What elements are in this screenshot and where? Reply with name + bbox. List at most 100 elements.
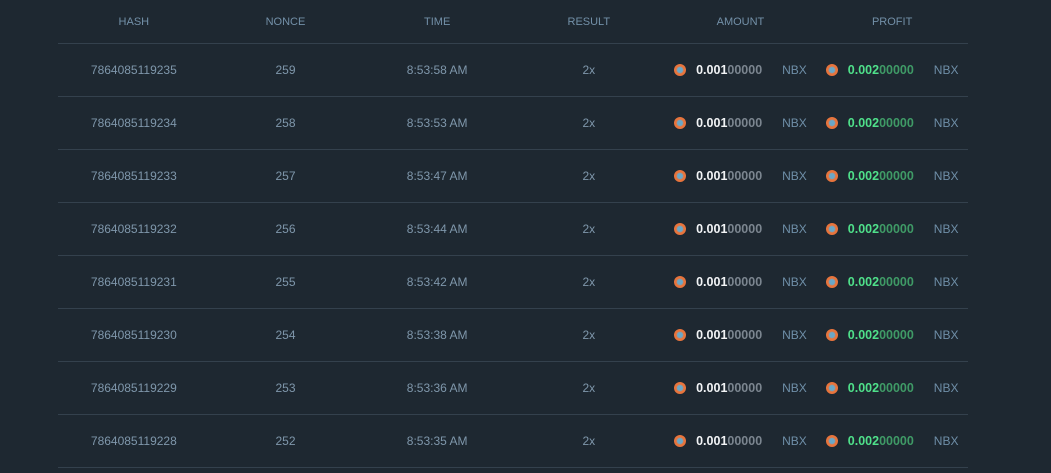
amount: 0.00100000 NBX — [665, 381, 817, 395]
time-cell: 8:53:42 AM — [361, 255, 513, 309]
column-header: AMOUNT — [664, 0, 817, 44]
amount-value-padding: 00000 — [727, 381, 763, 395]
amount-value-significant: 0.001 — [696, 169, 728, 183]
profit: 0.00200000 NBX — [816, 328, 968, 342]
currency-label: NBX — [782, 169, 807, 183]
profit-value-significant: 0.002 — [847, 222, 880, 236]
nbx-coin-icon — [674, 170, 687, 182]
profit-value-significant: 0.002 — [847, 434, 880, 448]
profit: 0.00200000 NBX — [816, 63, 968, 77]
amount-value-padding: 00000 — [727, 63, 763, 77]
currency-label: NBX — [782, 116, 807, 130]
time-cell: 8:53:36 AM — [361, 361, 513, 415]
column-header: RESULT — [512, 0, 665, 44]
amount-value-significant: 0.001 — [696, 63, 728, 77]
currency-label: NBX — [933, 275, 959, 289]
currency-label: NBX — [782, 63, 807, 77]
table-row: 7864085119228 252 8:53:35 AM 2x 0.001000… — [58, 414, 968, 468]
table-row: 7864085119234 258 8:53:53 AM 2x 0.001000… — [58, 96, 968, 150]
nonce-cell: 258 — [209, 96, 362, 150]
nonce-cell: 253 — [209, 361, 362, 415]
nbx-coin-icon — [674, 435, 687, 447]
table-row: 7864085119231 255 8:53:42 AM 2x 0.001000… — [58, 255, 968, 309]
table-row: 7864085119235 259 8:53:58 AM 2x 0.001000… — [58, 43, 968, 97]
amount: 0.00100000 NBX — [665, 116, 817, 130]
column-header: TIME — [361, 0, 513, 44]
currency-label: NBX — [933, 222, 959, 236]
nbx-coin-icon — [674, 117, 687, 129]
profit-value-padding: 00000 — [879, 63, 914, 77]
amount-value-padding: 00000 — [727, 116, 763, 130]
profit-value-padding: 00000 — [879, 116, 914, 130]
profit: 0.00200000 NBX — [816, 275, 968, 289]
column-header: NONCE — [209, 0, 362, 44]
hash-cell: 7864085119235 — [58, 43, 210, 97]
currency-label: NBX — [782, 434, 807, 448]
amount: 0.00100000 NBX — [665, 222, 817, 236]
amount-value-significant: 0.001 — [696, 275, 728, 289]
profit: 0.00200000 NBX — [816, 222, 968, 236]
amount: 0.00100000 NBX — [665, 63, 817, 77]
result-cell: 2x — [512, 43, 665, 97]
nonce-cell: 252 — [209, 414, 362, 468]
amount-value-padding: 00000 — [727, 328, 763, 342]
nbx-coin-icon — [674, 382, 687, 394]
amount-value-significant: 0.001 — [696, 116, 728, 130]
column-header: HASH — [58, 0, 210, 44]
profit-value-significant: 0.002 — [847, 328, 880, 342]
nbx-coin-icon — [674, 223, 687, 235]
nbx-coin-icon — [825, 276, 838, 288]
amount-value-padding: 00000 — [727, 222, 763, 236]
profit-value-padding: 00000 — [879, 328, 914, 342]
amount: 0.00100000 NBX — [665, 275, 817, 289]
hash-cell: 7864085119228 — [58, 414, 210, 468]
time-cell: 8:53:47 AM — [361, 149, 513, 203]
nonce-cell: 256 — [209, 202, 362, 256]
table-row: 7864085119229 253 8:53:36 AM 2x 0.001000… — [58, 361, 968, 415]
result-cell: 2x — [512, 308, 665, 362]
profit: 0.00200000 NBX — [816, 169, 968, 183]
hash-cell: 7864085119234 — [58, 96, 210, 150]
profit-value-padding: 00000 — [879, 222, 914, 236]
amount-value-significant: 0.001 — [696, 434, 728, 448]
currency-label: NBX — [782, 222, 807, 236]
nbx-coin-icon — [825, 435, 838, 447]
currency-label: NBX — [933, 434, 959, 448]
amount: 0.00100000 NBX — [665, 434, 817, 448]
column-header: PROFIT — [816, 0, 968, 44]
amount-value-significant: 0.001 — [696, 328, 728, 342]
currency-label: NBX — [933, 116, 959, 130]
nonce-cell: 254 — [209, 308, 362, 362]
table-row: 7864085119230 254 8:53:38 AM 2x 0.001000… — [58, 308, 968, 362]
result-cell: 2x — [512, 255, 665, 309]
currency-label: NBX — [782, 381, 807, 395]
nbx-coin-icon — [825, 64, 838, 76]
amount-value-significant: 0.001 — [696, 381, 728, 395]
nonce-cell: 259 — [209, 43, 362, 97]
amount-value-padding: 00000 — [727, 434, 763, 448]
amount-value-padding: 00000 — [727, 275, 763, 289]
profit-value-significant: 0.002 — [847, 63, 880, 77]
profit-value-significant: 0.002 — [847, 169, 880, 183]
profit-value-significant: 0.002 — [847, 381, 880, 395]
nbx-coin-icon — [674, 64, 687, 76]
nbx-coin-icon — [825, 382, 838, 394]
time-cell: 8:53:58 AM — [361, 43, 513, 97]
currency-label: NBX — [933, 169, 959, 183]
nbx-coin-icon — [674, 276, 687, 288]
currency-label: NBX — [782, 275, 807, 289]
amount: 0.00100000 NBX — [665, 169, 817, 183]
result-cell: 2x — [512, 414, 665, 468]
result-cell: 2x — [512, 96, 665, 150]
time-cell: 8:53:38 AM — [361, 308, 513, 362]
result-cell: 2x — [512, 149, 665, 203]
profit-value-significant: 0.002 — [847, 275, 880, 289]
result-cell: 2x — [512, 202, 665, 256]
currency-label: NBX — [933, 63, 959, 77]
hash-cell: 7864085119229 — [58, 361, 210, 415]
nonce-cell: 257 — [209, 149, 362, 203]
time-cell: 8:53:35 AM — [361, 414, 513, 468]
bets-table: HASH NONCE TIME RESULT AMOUNT PROFIT 78640851… — [58, 0, 968, 468]
table-row: 7864085119232 256 8:53:44 AM 2x 0.001000… — [58, 202, 968, 256]
currency-label: NBX — [933, 381, 959, 395]
